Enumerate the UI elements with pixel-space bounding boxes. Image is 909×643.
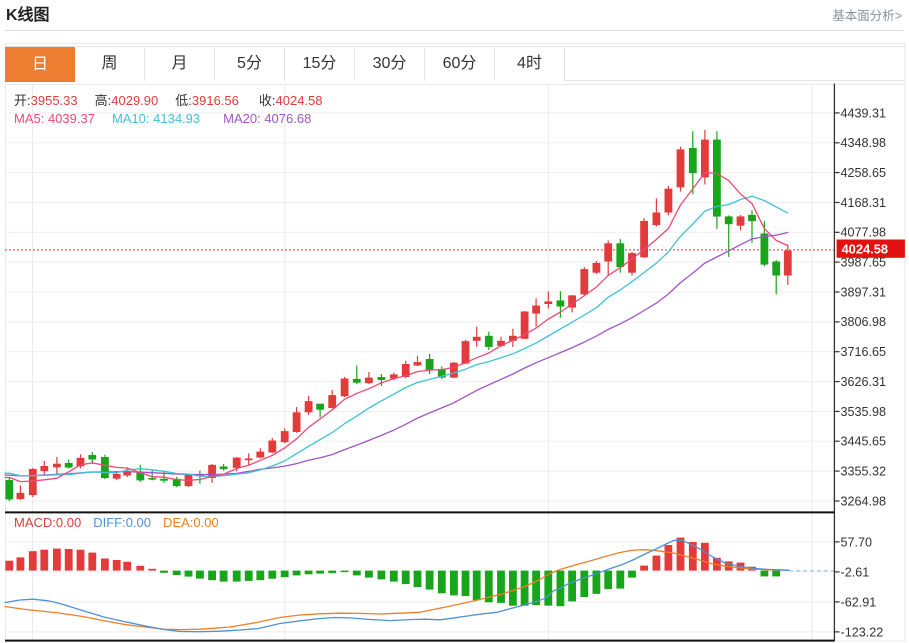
- svg-text:3445.65: 3445.65: [841, 435, 887, 449]
- svg-text:3987.65: 3987.65: [841, 256, 887, 270]
- svg-text:3897.31: 3897.31: [841, 285, 887, 299]
- svg-text:-123.22: -123.22: [841, 625, 884, 639]
- svg-text:-2.61: -2.61: [841, 565, 870, 579]
- svg-text:开:3955.33高:4029.90低:3916.56收:4: 开:3955.33 高:4029.90 低:3916.56 收:4024.58: [14, 93, 323, 108]
- svg-text:4077.98: 4077.98: [841, 226, 887, 240]
- svg-text:4439.31: 4439.31: [841, 106, 887, 120]
- svg-text:3535.98: 3535.98: [841, 405, 887, 419]
- svg-text:57.70: 57.70: [841, 535, 873, 549]
- svg-text:4258.65: 4258.65: [841, 166, 887, 180]
- svg-text:3626.31: 3626.31: [841, 375, 887, 389]
- svg-text:3716.65: 3716.65: [841, 345, 887, 359]
- svg-text:3264.98: 3264.98: [841, 494, 887, 508]
- svg-text:4168.31: 4168.31: [841, 196, 887, 210]
- svg-text:4024.58: 4024.58: [842, 242, 889, 257]
- svg-text:4348.98: 4348.98: [841, 136, 887, 150]
- svg-text:3355.32: 3355.32: [841, 465, 887, 479]
- svg-text:3806.98: 3806.98: [841, 315, 887, 329]
- svg-text:-62.91: -62.91: [841, 595, 877, 609]
